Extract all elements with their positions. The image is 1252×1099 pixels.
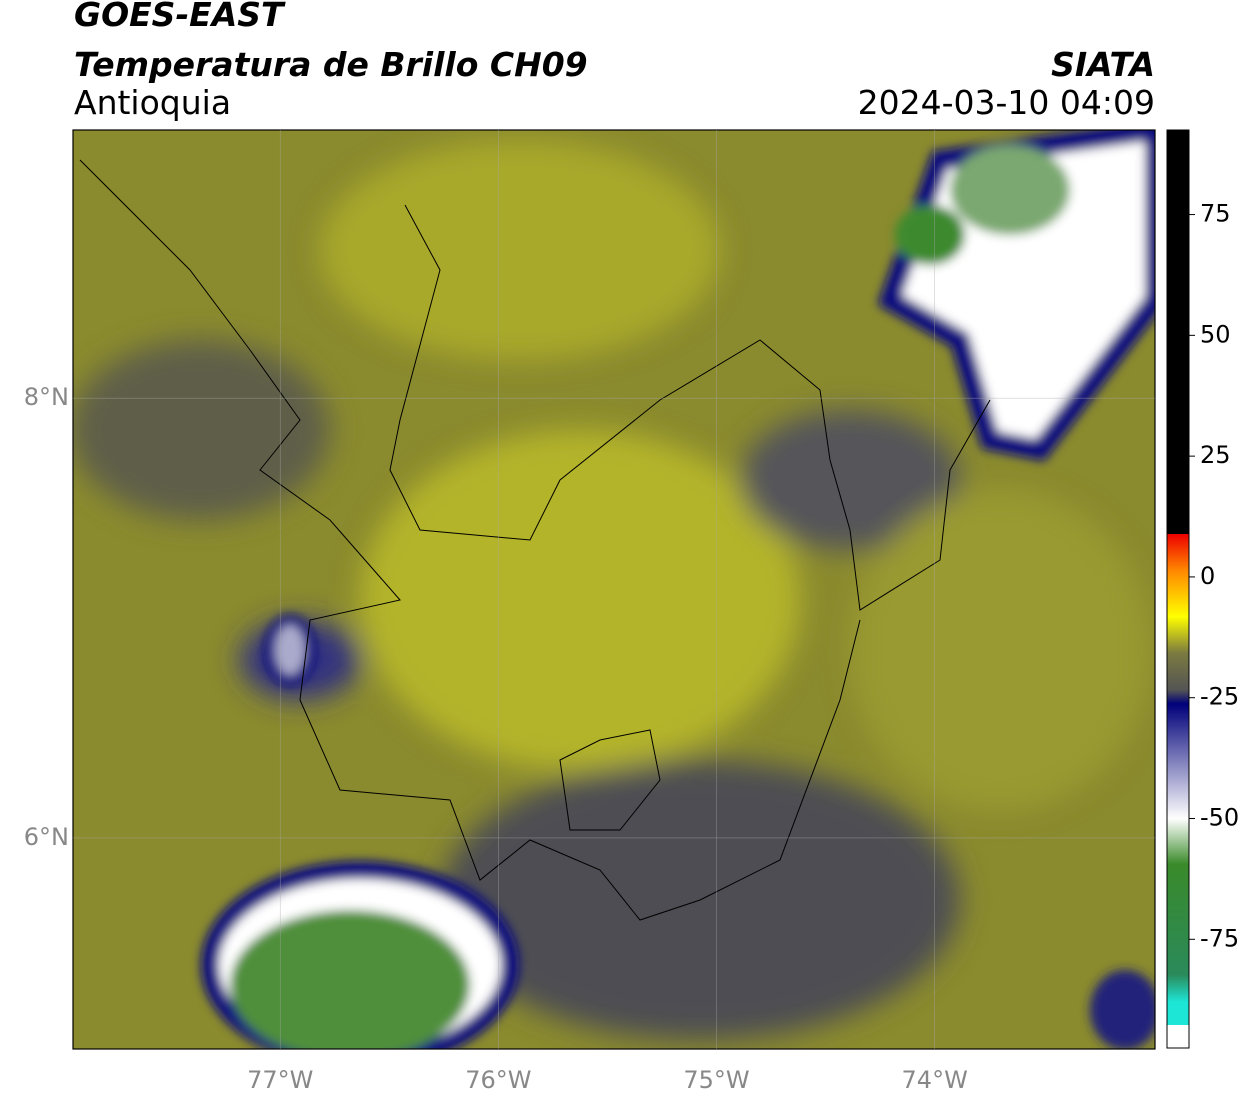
lon-tick-label: 76°W <box>465 1066 531 1094</box>
colorbar-tick-label: 50 <box>1200 320 1231 348</box>
colorbar-tick-label: 75 <box>1200 200 1231 228</box>
colorbar-tick-label: -50 <box>1200 804 1239 832</box>
lon-tick-label: 75°W <box>683 1066 749 1094</box>
colorbar-tick-label: -25 <box>1200 683 1239 711</box>
colorbar <box>1166 129 1190 1049</box>
title: GOES-EAST <box>74 0 284 34</box>
lon-tick-label: 74°W <box>902 1066 968 1094</box>
datetime: 2024-03-10 04:09 <box>857 83 1155 122</box>
lon-tick-label: 77°W <box>247 1066 313 1094</box>
region: Antioquia <box>74 83 232 122</box>
colorbar-tick-label: 0 <box>1200 562 1215 590</box>
colorbar-tick-label: 25 <box>1200 441 1231 469</box>
satellite-image <box>73 130 1155 1049</box>
subtitle: Temperatura de Brillo CH09 <box>74 45 588 84</box>
colorbar-tick-label: -75 <box>1200 924 1239 952</box>
lat-tick-label: 8°N <box>24 383 69 411</box>
source: SIATA <box>1051 45 1155 84</box>
map-frame <box>72 129 1156 1050</box>
lat-tick-label: 6°N <box>24 823 69 851</box>
